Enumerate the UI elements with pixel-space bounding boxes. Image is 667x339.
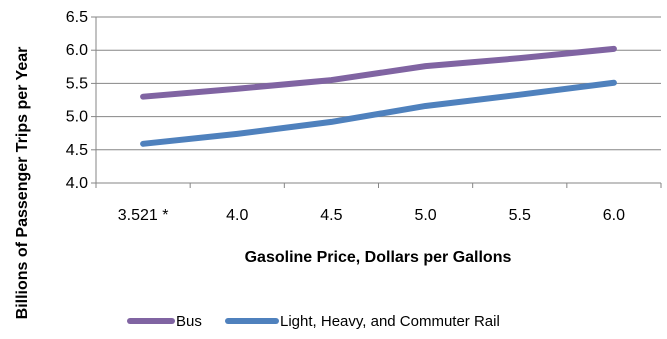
x-tick-label: 5.5 — [509, 207, 531, 224]
x-tick-label: 3.521 * — [118, 207, 169, 224]
gridlines — [96, 16, 661, 184]
y-axis-label: Billions of Passenger Trips per Year — [14, 47, 31, 320]
y-tick-labels: 4.0 4.5 5.0 5.5 6.0 6.5 — [66, 9, 88, 192]
series-line-0 — [140, 45, 617, 100]
x-tick-label: 4.5 — [320, 207, 342, 224]
series-line-1 — [140, 79, 617, 147]
x-tick-label: 6.0 — [603, 207, 625, 224]
y-tick-label: 5.5 — [66, 75, 88, 92]
x-axis-label: Gasoline Price, Dollars per Gallons — [245, 249, 512, 266]
axes — [91, 16, 662, 188]
x-tick-label: 4.0 — [226, 207, 248, 224]
legend-label: Bus — [176, 313, 202, 330]
y-tick-label: 4.5 — [66, 142, 88, 159]
x-tick-labels: 3.521 * 4.0 4.5 5.0 5.5 6.0 — [118, 207, 625, 224]
y-tick-label: 6.0 — [66, 42, 88, 59]
y-tick-label: 4.0 — [66, 175, 88, 192]
series-lines — [140, 45, 617, 147]
y-tick-label: 6.5 — [66, 9, 88, 26]
y-tick-label: 5.0 — [66, 109, 88, 126]
legend: Bus Light, Heavy, and Commuter Rail — [127, 313, 500, 330]
legend-label: Light, Heavy, and Commuter Rail — [280, 313, 500, 330]
x-tick-label: 5.0 — [414, 207, 436, 224]
